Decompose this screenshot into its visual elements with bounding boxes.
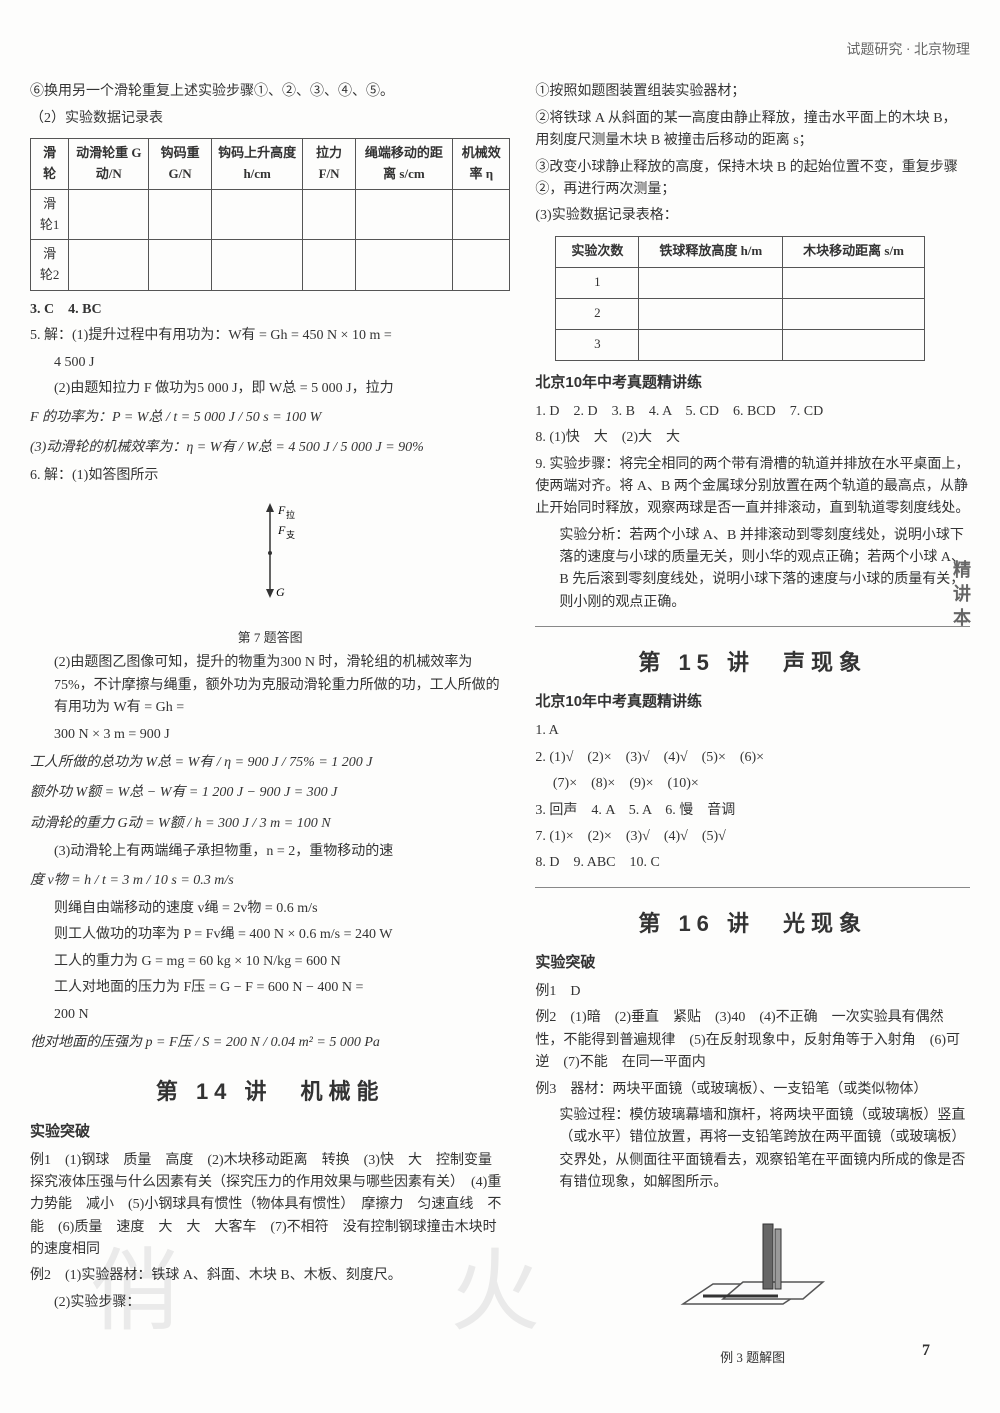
s15-l1: 2. (1)√ (2)× (3)√ (4)√ (5)× (6)× xyxy=(535,747,970,769)
q3-4: 3. C 4. BC xyxy=(30,299,510,321)
sec15-title: 第 15 讲 声现象 xyxy=(535,645,970,680)
q6-l9: 200 N xyxy=(30,1004,510,1026)
s16-ex1: 例1 D xyxy=(535,981,970,1003)
th-count: 实验次数 xyxy=(556,236,639,267)
label-g: G xyxy=(276,585,285,599)
divider xyxy=(535,887,970,888)
r-p3: ③改变小球静止释放的高度，保持木块 B 的起始位置不变，重复步骤②，再进行两次测… xyxy=(535,157,970,202)
s16-ex3b: 实验过程：模仿玻璃幕墙和旗杆，将两块平面镜（或玻璃板）竖直（或水平）错位放置，再… xyxy=(535,1105,970,1195)
th-s: 绳端移动的距离 s/cm xyxy=(355,139,452,190)
th-g: 钩码重 G/N xyxy=(149,139,212,190)
svg-text:拉: 拉 xyxy=(286,509,295,520)
table-row: 3 xyxy=(556,329,924,360)
th-eta: 机械效率 η xyxy=(453,139,510,190)
table-row: 滑轮1 xyxy=(31,189,510,240)
q5-intro: 5. 解：(1)提升过程中有用功为：W有 = Gh = 450 N × 10 m… xyxy=(30,325,510,347)
sec16-sub: 实验突破 xyxy=(535,951,970,975)
force-diagram: F拉 F支 G xyxy=(230,498,310,618)
fig7-caption: 第 7 题答图 xyxy=(30,628,510,649)
s15-l4: 7. (1)× (2)× (3)√ (4)√ (5)√ xyxy=(535,826,970,848)
q6-l3: (3)动滑轮上有两端绳子承担物重，n = 2，重物移动的速 xyxy=(30,841,510,863)
th-pulley: 滑轮 xyxy=(31,139,69,190)
q6-l8: 工人对地面的压力为 F压 = G − F = 600 N − 400 N = xyxy=(30,977,510,999)
s16-ex3a: 例3 器材：两块平面镜（或玻璃板）、一支铅笔（或类似物体） xyxy=(535,1079,970,1101)
s15-l2: (7)× (8)× (9)× (10)× xyxy=(535,773,970,795)
exp-data-table: 实验次数 铁球释放高度 h/m 木块移动距离 s/m 1 2 3 xyxy=(555,236,924,361)
s15-l3: 3. 回声 4. A 5. A 6. 慢 音调 xyxy=(535,800,970,822)
q6-l5: 则绳自由端移动的速度 v绳 = 2v物 = 0.6 m/s xyxy=(30,898,510,920)
step6: ⑥换用另一个滑轮重复上述实验步骤①、②、③、④、⑤。 xyxy=(30,81,510,103)
s16-ex2: 例2 (1)暗 (2)垂直 紧贴 (3)40 (4)不正确 一次实验具有偶然性，… xyxy=(535,1007,970,1074)
q6-intro: 6. 解：(1)如答图所示 xyxy=(30,465,510,487)
bj10-q9: 9. 实验步骤：将完全相同的两个带有滑槽的轨道并排放在水平桌面上，使两端对齐。将… xyxy=(535,454,970,521)
th-f: 拉力 F/N xyxy=(303,139,355,190)
q6-l10: 他对地面的压强为 p = F压 / S = 200 N / 0.04 m² = … xyxy=(30,1030,510,1056)
sec14-sub: 实验突破 xyxy=(30,1120,510,1144)
q6-l4: 度 v物 = h / t = 3 m / 10 s = 0.3 m/s xyxy=(30,868,510,894)
q5-val1: 4 500 J xyxy=(30,352,510,374)
page-number: 7 xyxy=(922,1338,930,1364)
ex1: 例1 (1)钢球 质量 高度 (2)木块移动距离 转换 (3)快 大 控制变量 … xyxy=(30,1150,510,1262)
bj10-q9b: 实验分析：若两个小球 A、B 并排滚动到零刻度线处，说明小球下落的速度与小球的质… xyxy=(535,525,970,615)
label-f2: F xyxy=(277,523,286,537)
q6-l1: 额外功 W额 = W总 − W有 = 1 200 J − 900 J = 300… xyxy=(30,780,510,806)
bj10-heading: 北京10年中考真题精讲练 xyxy=(535,371,970,395)
svg-text:支: 支 xyxy=(286,529,295,540)
q5-p2: (2)由题知拉力 F 做功为5 000 J，即 W总 = 5 000 J，拉力 xyxy=(30,378,510,400)
th-height: 铁球释放高度 h/m xyxy=(639,236,783,267)
q5-formula1: F 的功率为：P = W总 / t = 5 000 J / 50 s = 100… xyxy=(30,405,510,431)
table-row: 1 xyxy=(556,267,924,298)
left-column: ⑥换用另一个滑轮重复上述实验步骤①、②、③、④、⑤。 （2）实验数据记录表 滑轮… xyxy=(30,77,510,1373)
th-gdong: 动滑轮重 G动/N xyxy=(69,139,149,190)
q6-l6: 则工人做功的功率为 P = Fv绳 = 400 N × 0.6 m/s = 24… xyxy=(30,924,510,946)
r-p2: ②将铁球 A 从斜面的某一高度由静止释放，撞击水平面上的木块 B，用刻度尺测量木… xyxy=(535,108,970,153)
table1-caption: （2）实验数据记录表 xyxy=(30,108,510,130)
side-tab: 精讲本 xyxy=(946,560,975,632)
right-column: ①按照如题图装置组装实验器材； ②将铁球 A 从斜面的某一高度由静止释放，撞击水… xyxy=(535,77,970,1373)
mirror-diagram xyxy=(663,1204,843,1344)
label-f1: F xyxy=(277,503,286,517)
th-dist: 木块移动距离 s/m xyxy=(783,236,924,267)
q6-l2: 动滑轮的重力 G动 = W额 / h = 300 J / 3 m = 100 N xyxy=(30,811,510,837)
ex3-fig-caption: 例 3 题解图 xyxy=(535,1348,970,1369)
bj10-l2: 8. (1)快 大 (2)大 大 xyxy=(535,427,970,449)
q6-p2a: (2)由题图乙图像可知，提升的物重为300 N 时，滑轮组的机械效率为75%，不… xyxy=(30,652,510,719)
q6-l7: 工人的重力为 G = mg = 60 kg × 10 N/kg = 600 N xyxy=(30,951,510,973)
r-p1: ①按照如题图装置组装实验器材； xyxy=(535,81,970,103)
page-header: 试题研究 · 北京物理 xyxy=(30,40,970,62)
ex2b: (2)实验步骤： xyxy=(30,1292,510,1314)
s15-l5: 8. D 9. ABC 10. C xyxy=(535,852,970,874)
ex2: 例2 (1)实验器材：铁球 A、斜面、木块 B、木板、刻度尺。 xyxy=(30,1265,510,1287)
s15-l0: 1. A xyxy=(535,720,970,742)
r-p4: (3)实验数据记录表格： xyxy=(535,205,970,227)
q6-l0: 工人所做的总功为 W总 = W有 / η = 900 J / 75% = 1 2… xyxy=(30,750,510,776)
pulley-data-table: 滑轮 动滑轮重 G动/N 钩码重 G/N 钩码上升高度 h/cm 拉力 F/N … xyxy=(30,138,510,291)
sec16-title: 第 16 讲 光现象 xyxy=(535,906,970,941)
q5-p3: (3)动滑轮的机械效率为：η = W有 / W总 = 4 500 J / 5 0… xyxy=(30,435,510,461)
table-row: 滑轮2 xyxy=(31,240,510,291)
sec15-sub: 北京10年中考真题精讲练 xyxy=(535,690,970,714)
table-row: 2 xyxy=(556,298,924,329)
bj10-l1: 1. D 2. D 3. B 4. A 5. CD 6. BCD 7. CD xyxy=(535,401,970,423)
sec14-title: 第 14 讲 机械能 xyxy=(30,1074,510,1109)
q6-p2b: 300 N × 3 m = 900 J xyxy=(30,724,510,746)
divider xyxy=(535,626,970,627)
th-h: 钩码上升高度 h/cm xyxy=(211,139,302,190)
